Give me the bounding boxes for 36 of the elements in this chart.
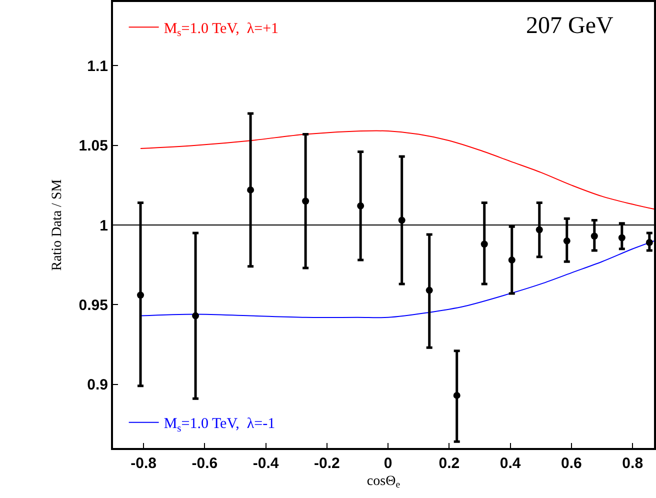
point bbox=[247, 186, 254, 194]
point bbox=[646, 239, 653, 246]
point bbox=[357, 202, 364, 210]
x-tick-label: -0.2 bbox=[314, 455, 340, 472]
x-tick-label: -0.8 bbox=[130, 455, 156, 472]
point bbox=[302, 198, 310, 205]
legend-label: M$_{s}$=1.0 TeV, λ=-1 bbox=[164, 416, 276, 434]
point bbox=[480, 240, 488, 248]
x-tick-label: 0.2 bbox=[438, 455, 460, 472]
point bbox=[563, 237, 570, 244]
point bbox=[536, 226, 543, 234]
y-tick-label: 1.1 bbox=[87, 58, 108, 75]
point bbox=[590, 232, 598, 240]
x-axis-title: cosΘ$_{e}$ bbox=[366, 474, 401, 491]
x-tick-label: -0.6 bbox=[192, 455, 218, 472]
point bbox=[426, 286, 433, 294]
point bbox=[398, 216, 406, 224]
legend-label: M$_{s}$=1.0 TeV, λ=+1 bbox=[164, 21, 279, 40]
line-series bbox=[140, 130, 654, 210]
x-tick-label: -0.4 bbox=[252, 455, 280, 472]
x-tick-label: 0 bbox=[384, 455, 392, 472]
y-tick-label: 1.05 bbox=[78, 138, 108, 155]
point bbox=[137, 292, 144, 299]
point bbox=[618, 234, 626, 242]
point bbox=[508, 256, 516, 264]
y-tick-label: 0.9 bbox=[87, 376, 108, 394]
y-tick-label: 0.95 bbox=[78, 296, 108, 314]
point bbox=[453, 392, 460, 399]
line-series bbox=[140, 240, 654, 318]
x-tick-label: 0.8 bbox=[622, 455, 644, 472]
y-tick-label: 1 bbox=[100, 217, 108, 234]
x-tick-label: 0.6 bbox=[561, 455, 582, 472]
point bbox=[192, 312, 200, 320]
y-axis-title: Ratio Data / SM bbox=[50, 178, 65, 271]
text: 207 GeV bbox=[526, 13, 614, 39]
x-tick-label: 0.4 bbox=[500, 455, 522, 472]
